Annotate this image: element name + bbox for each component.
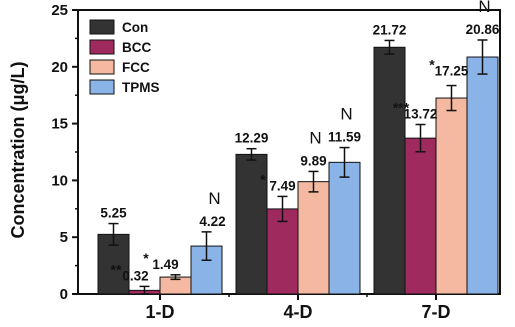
legend-swatch-con	[89, 19, 115, 35]
y-tick-label: 0	[60, 286, 68, 303]
bar-tpms-7-d	[466, 56, 499, 295]
x-category-label: 7-D	[421, 302, 450, 322]
legend-label-con: Con	[122, 20, 148, 35]
y-tick-label: 15	[51, 116, 68, 133]
y-axis-title: Concentration (μg/L)	[8, 62, 28, 239]
significance-marker: N	[478, 0, 490, 16]
value-label: 1.49	[152, 257, 178, 272]
bar-bcc-7-d	[404, 137, 437, 295]
bars-group	[97, 39, 499, 295]
y-tick-label: 10	[51, 172, 68, 189]
significance-marker: *	[429, 57, 435, 73]
data-labels-group: 5.2512.2921.720.32**7.49*13.72***1.49*9.…	[100, 0, 500, 283]
value-label: 13.72	[404, 107, 438, 122]
significance-marker: *	[143, 250, 149, 266]
bar-fcc-4-d	[297, 181, 330, 295]
value-label: 7.49	[269, 178, 295, 193]
y-tick-label: 25	[51, 2, 68, 19]
significance-marker: *	[260, 171, 266, 187]
y-tick-label: 20	[51, 59, 68, 76]
bar-tpms-4-d	[328, 161, 361, 295]
legend-label-fcc: FCC	[122, 60, 150, 75]
significance-marker: N	[208, 189, 220, 208]
bar-fcc-7-d	[435, 97, 468, 295]
value-label: 9.89	[300, 153, 326, 168]
value-label: 5.25	[100, 206, 127, 221]
significance-marker: N	[309, 128, 321, 147]
value-label: 12.29	[235, 131, 269, 146]
value-label: 21.72	[373, 22, 407, 37]
legend-label-tpms: TPMS	[122, 80, 160, 95]
legend: Con BCC FCC TPMS	[89, 19, 160, 95]
legend-swatch-tpms	[89, 79, 115, 95]
value-label: 11.59	[328, 130, 361, 145]
bar-con-7-d	[373, 46, 406, 295]
legend-swatch-bcc	[89, 39, 115, 55]
value-label: 4.22	[199, 214, 225, 229]
significance-marker: N	[340, 105, 352, 124]
significance-marker: ***	[393, 100, 410, 116]
x-category-label: 4-D	[283, 302, 312, 322]
legend-label-bcc: BCC	[122, 40, 151, 55]
value-label: 0.32	[122, 268, 148, 283]
y-tick-label: 5	[60, 229, 68, 246]
legend-swatch-fcc	[89, 59, 115, 75]
value-label: 20.86	[466, 22, 500, 37]
significance-marker: **	[111, 261, 122, 277]
x-category-label: 1-D	[145, 302, 174, 322]
value-label: 17.25	[435, 64, 469, 79]
